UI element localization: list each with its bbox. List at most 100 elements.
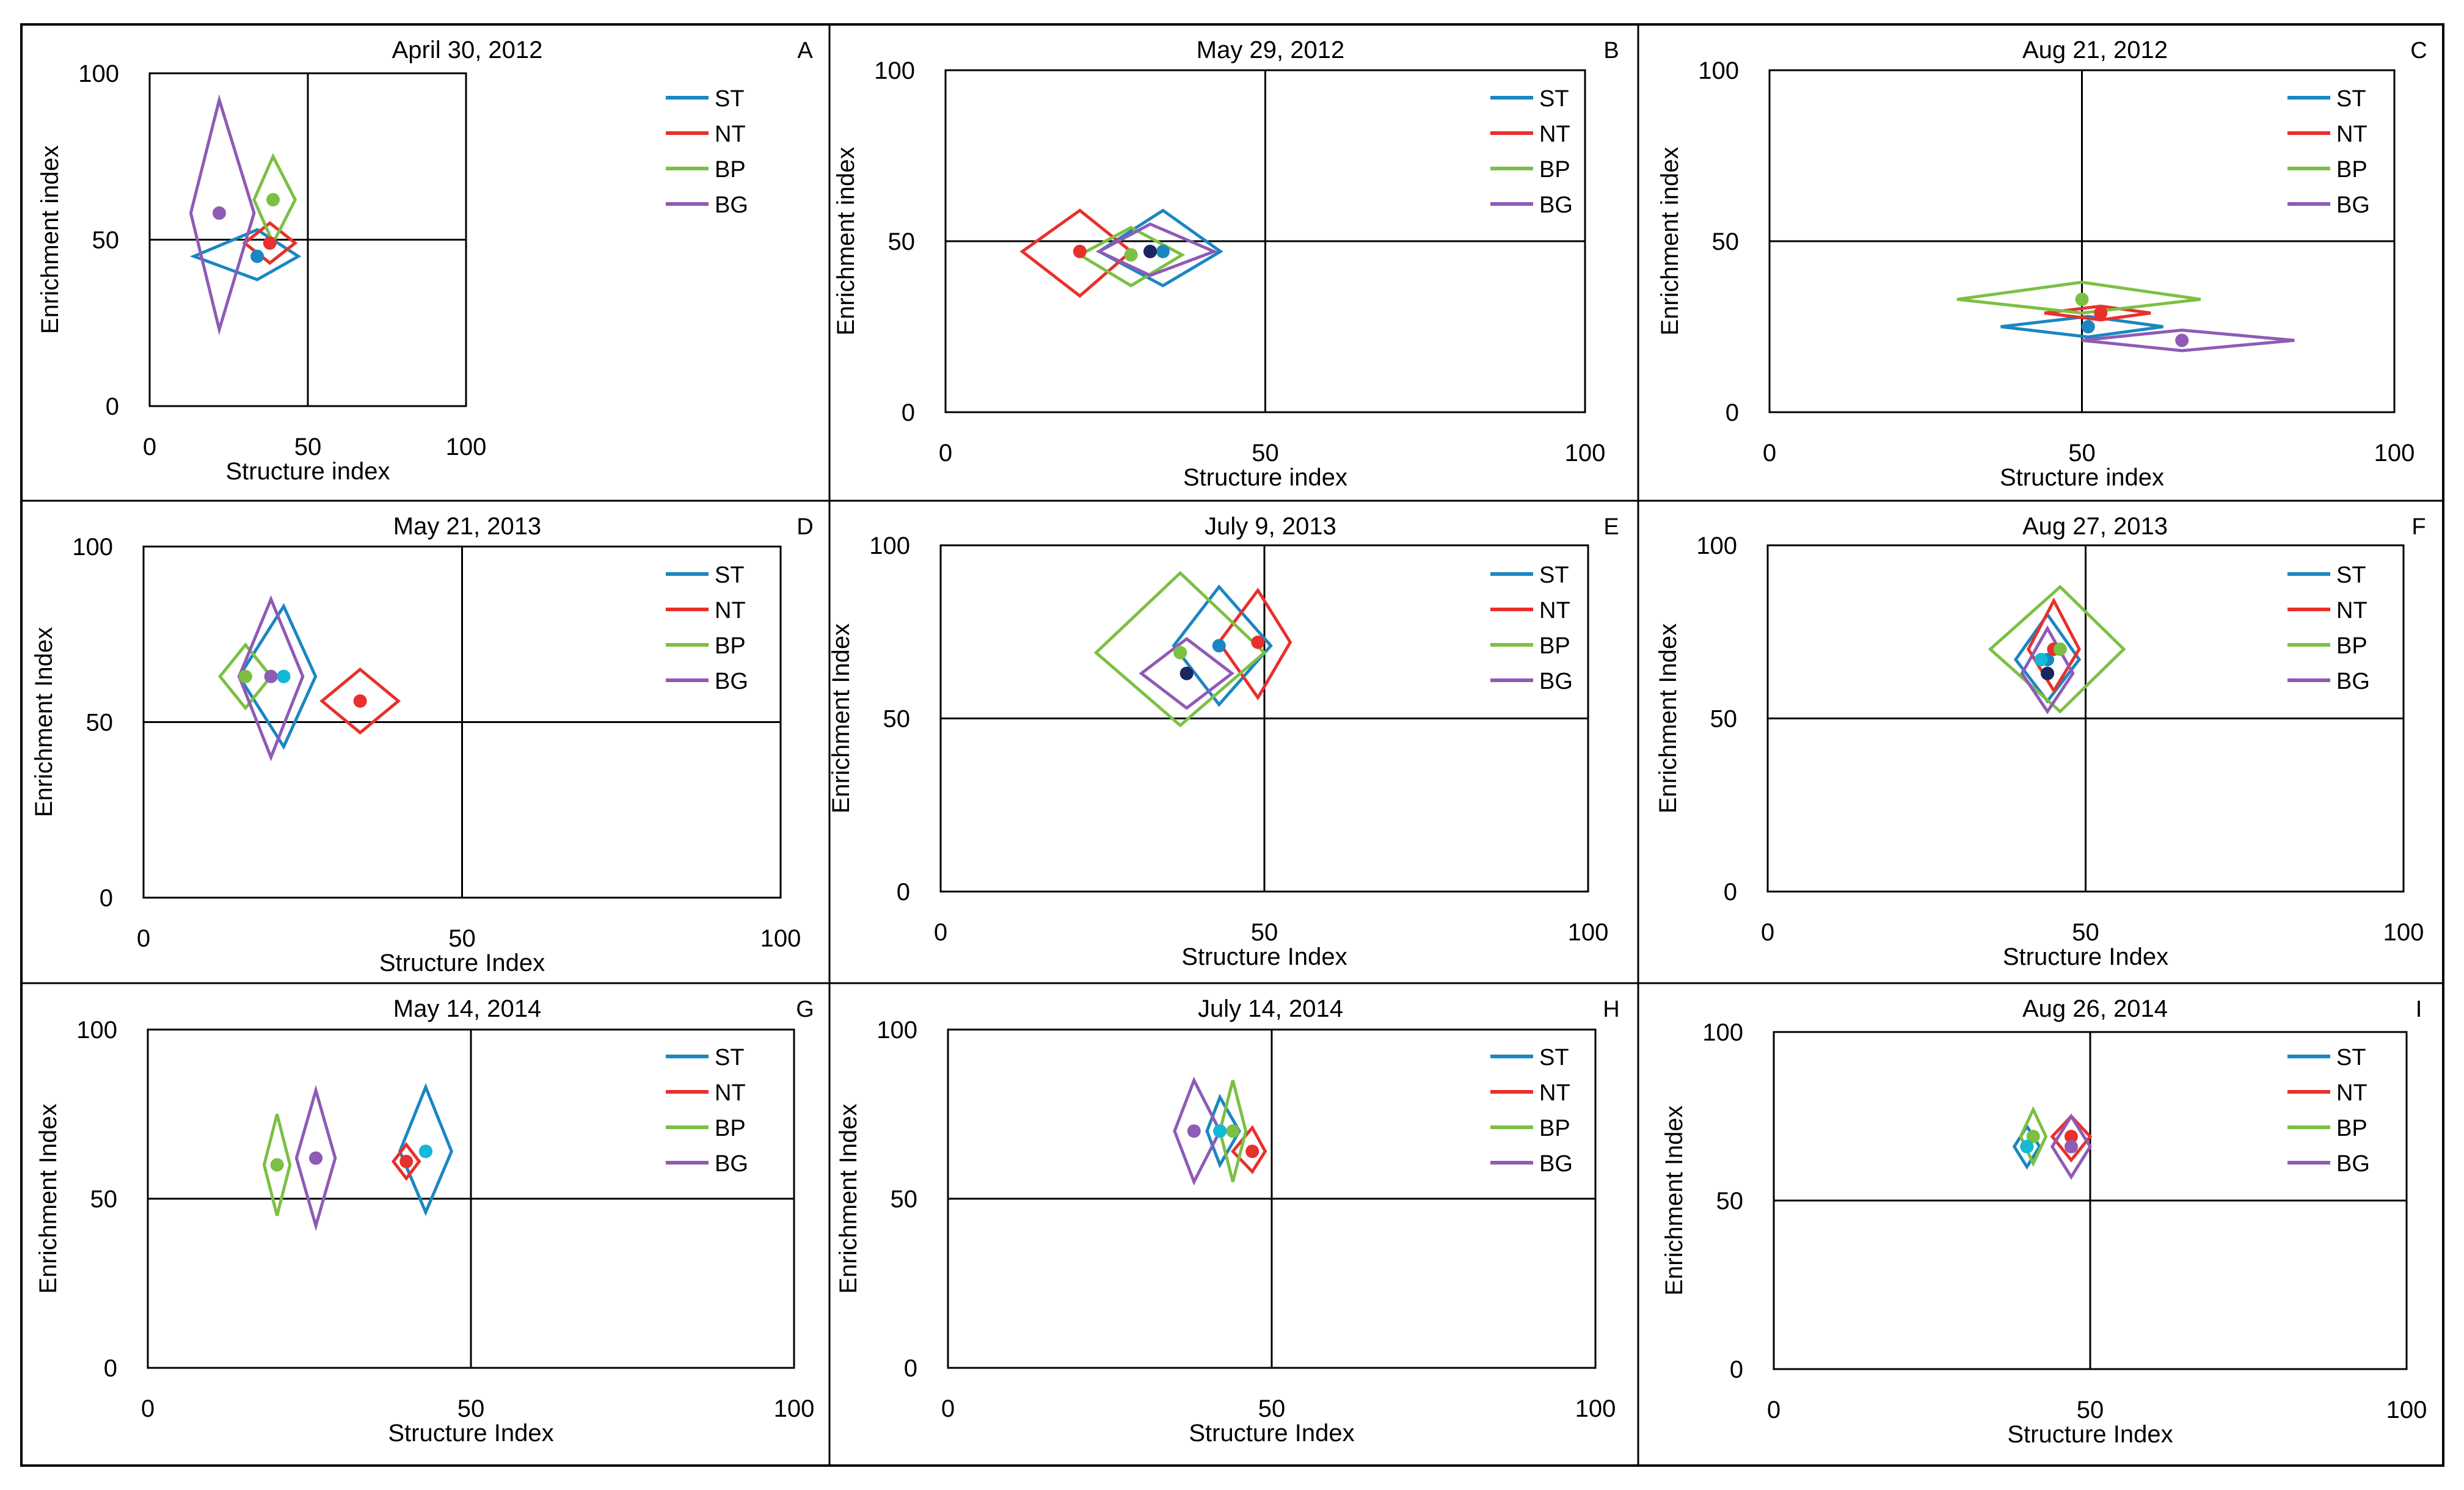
extra-point [277,669,291,683]
series-diamond-st [1205,1093,1241,1169]
legend-label-bg: BG [2336,1151,2370,1177]
x-axis-label: Structure index [225,458,390,485]
x-tick-label: 50 [2068,440,2096,467]
legend-label-st: ST [2336,86,2366,112]
panel-E: July 9, 2013 E 00 50 50 100 100 Structure Index… [828,513,1619,970]
legend-label-st: ST [2336,1045,2366,1070]
legend-label-st: ST [1539,1045,1569,1070]
x-tick-label: 0 [137,925,150,952]
series-diamond-st [398,1083,453,1216]
series-point-bg [212,206,226,220]
y-axis-label: Enrichment Index [828,623,855,813]
legend-label-nt: NT [1539,1080,1570,1106]
x-tick-label: 0 [141,1395,155,1422]
series-diamond-nt [2050,1114,2093,1163]
extra-point [2034,653,2048,667]
series-point-nt [1245,1144,1259,1158]
panel-title: May 29, 2012 [1197,37,1344,64]
y-tick-label: 100 [1702,1019,1743,1046]
x-tick-label: 100 [1565,440,1606,467]
extra-point [2020,1139,2034,1154]
legend-label-nt: NT [715,598,746,623]
x-axis-label: Structure Index [1189,1420,1354,1447]
panel-D: May 21, 2013 D 00 50 50 100 100 Structure Index… [31,513,814,976]
series-point-bp [238,669,252,683]
series-diamond-st [189,228,302,282]
y-tick-label: 0 [1730,1356,1743,1383]
y-tick-label: 50 [883,706,911,733]
x-tick-label: 50 [2077,1397,2104,1423]
x-tick-label: 100 [774,1395,815,1422]
legend-label-nt: NT [1539,598,1570,623]
figure-border [20,23,2444,1467]
series-point-nt [263,236,277,250]
legend-label-st: ST [2336,562,2366,588]
series-point-bp [2026,1130,2040,1144]
series-diamond-bg [2020,625,2075,714]
series-point-bp [1226,1124,1240,1138]
legend-label-bp: BP [715,1116,746,1141]
x-tick-label: 50 [2072,919,2099,946]
legend-label-bp: BP [715,157,746,183]
series-point-st [1156,244,1170,258]
y-axis-label: Enrichment index [1657,147,1683,335]
series-diamond-bp [217,642,273,711]
series-diamond-bp [262,1113,292,1216]
series-diamond-nt [242,221,298,265]
y-tick-label: 100 [72,534,113,561]
x-tick-label: 0 [1761,919,1774,946]
panel-letter: D [796,514,813,540]
panel-title: Aug 21, 2012 [2022,37,2168,64]
series-diamond-st [2000,314,2163,339]
y-axis-label: Enrichment Index [835,1103,862,1293]
series-diamond-nt [319,667,401,735]
series-point-bg [264,669,278,683]
series-diamond-st [1096,208,1223,288]
legend-label-nt: NT [2336,598,2367,623]
series-diamond-bg [2082,329,2295,352]
y-tick-label: 0 [1724,879,1737,906]
panel-F: Aug 27, 2013 F 00 50 50 100 100 Structure Index… [1655,513,2426,970]
legend-label-st: ST [1539,562,1569,588]
legend-label-bg: BG [1539,1151,1573,1177]
x-tick-label: 100 [2374,440,2415,467]
series-point-st [1212,639,1226,653]
legend-label-bp: BP [715,633,746,659]
series-point-bg [2175,333,2189,347]
extra-point [1179,666,1194,680]
extra-point [418,1144,432,1158]
x-tick-label: 100 [1568,919,1609,946]
series-point-bg [309,1151,323,1165]
legend-label-bg: BG [1539,192,1573,218]
panel-letter: E [1603,514,1619,540]
x-axis-label: Structure Index [2007,1421,2173,1448]
x-tick-label: 50 [457,1395,485,1422]
legend-label-bg: BG [715,1151,748,1177]
panel-A: April 30, 2012 A 00 50 50 100 100 Structure ind… [37,37,813,485]
y-tick-label: 0 [902,399,915,426]
series-diamond-bp [1093,570,1267,728]
series-point-nt [2094,306,2108,320]
legend-label-bp: BP [2336,157,2367,183]
series-point-bp [270,1158,284,1172]
panel-title: April 30, 2012 [392,37,543,64]
y-tick-label: 50 [1712,228,1740,255]
legend-label-bp: BP [1539,1116,1570,1141]
y-tick-label: 100 [78,60,119,87]
x-tick-label: 50 [1258,1395,1286,1422]
legend-label-bg: BG [2336,669,2370,694]
series-point-bp [1124,248,1138,262]
x-axis-label: Structure Index [379,950,545,976]
series-diamond-bp [1218,1080,1248,1182]
series-diamond-bg [294,1085,337,1232]
panel-letter: I [2416,997,2422,1022]
panel-letter: B [1603,38,1619,64]
panel-C: Aug 21, 2012 C 00 50 50 100 100 Structure index… [1657,37,2427,491]
series-point-bg [1187,1124,1201,1138]
y-tick-label: 100 [869,532,910,559]
y-tick-label: 50 [86,710,114,736]
y-tick-label: 50 [92,227,120,254]
y-axis-label: Enrichment Index [1655,623,1682,813]
panel-letter: A [797,38,813,64]
